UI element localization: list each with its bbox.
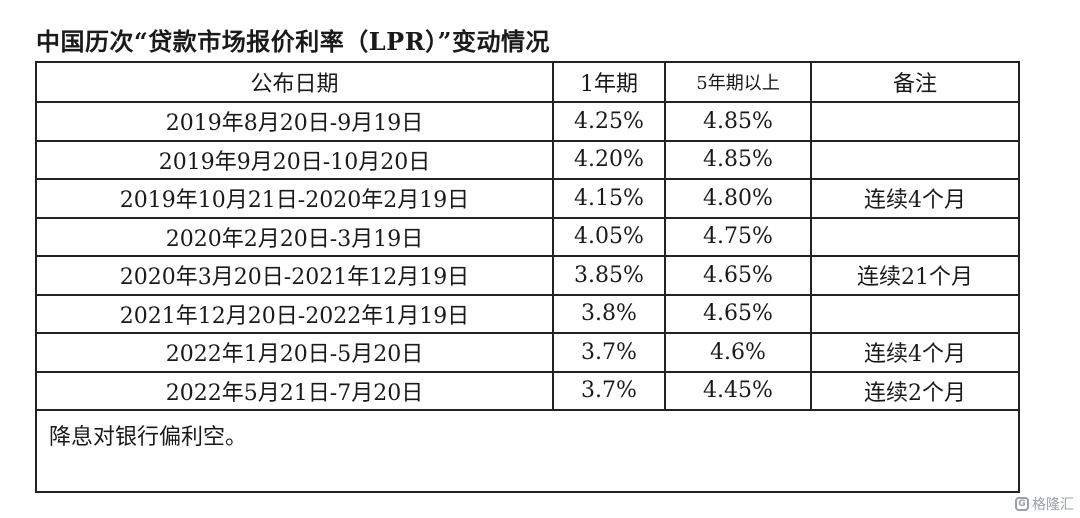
table-row: 2021年12月20日-2022年1月19日 3.8% 4.65% — [35, 293, 1020, 334]
cell-1y: 3.85% — [552, 255, 666, 296]
cell-5y: 4.85% — [664, 139, 812, 180]
cell-date: 2022年1月20日-5月20日 — [35, 332, 554, 373]
cell-note — [810, 216, 1020, 257]
cell-1y: 4.15% — [552, 178, 666, 219]
table-row: 2020年3月20日-2021年12月19日 3.85% 4.65% 连续21个… — [35, 255, 1020, 296]
cell-1y: 4.05% — [552, 216, 666, 257]
cell-5y: 4.6% — [664, 332, 812, 373]
cell-1y: 3.8% — [552, 293, 666, 334]
cell-date: 2020年2月20日-3月19日 — [35, 216, 554, 257]
gelonghui-logo-icon: G — [1015, 497, 1029, 511]
header-5y: 5年期以上 — [664, 61, 812, 103]
cell-5y: 4.65% — [664, 255, 812, 296]
table-row: 2019年9月20日-10月20日 4.20% 4.85% — [35, 139, 1020, 180]
table-row: 2022年5月21日-7月20日 3.7% 4.45% 连续2个月 — [35, 370, 1020, 411]
cell-1y: 4.25% — [552, 101, 666, 142]
cell-note: 连续4个月 — [810, 178, 1020, 219]
cell-note: 连续21个月 — [810, 255, 1020, 296]
cell-5y: 4.80% — [664, 178, 812, 219]
footnote: 降息对银行偏利空。 — [35, 409, 1020, 493]
cell-5y: 4.65% — [664, 293, 812, 334]
cell-5y: 4.75% — [664, 216, 812, 257]
cell-1y: 3.7% — [552, 332, 666, 373]
cell-note — [810, 101, 1020, 142]
cell-1y: 4.20% — [552, 139, 666, 180]
footnote-row: 降息对银行偏利空。 — [35, 409, 1020, 493]
cell-date: 2019年8月20日-9月19日 — [35, 101, 554, 142]
cell-note — [810, 293, 1020, 334]
watermark-text: 格隆汇 — [1032, 497, 1074, 513]
table-row: 2020年2月20日-3月19日 4.05% 4.75% — [35, 216, 1020, 257]
cell-date: 2021年12月20日-2022年1月19日 — [35, 293, 554, 334]
header-note: 备注 — [810, 61, 1020, 103]
cell-5y: 4.85% — [664, 101, 812, 142]
table-row: 2022年1月20日-5月20日 3.7% 4.6% 连续4个月 — [35, 332, 1020, 373]
cell-1y: 3.7% — [552, 370, 666, 411]
table-row: 2019年8月20日-9月19日 4.25% 4.85% — [35, 101, 1020, 142]
lpr-table: 公布日期 1年期 5年期以上 备注 2019年8月20日-9月19日 4.25%… — [35, 61, 1020, 493]
header-date: 公布日期 — [35, 61, 554, 103]
header-1y: 1年期 — [552, 61, 666, 103]
cell-date: 2019年9月20日-10月20日 — [35, 139, 554, 180]
cell-date: 2019年10月21日-2020年2月19日 — [35, 178, 554, 219]
cell-note — [810, 139, 1020, 180]
cell-date: 2020年3月20日-2021年12月19日 — [35, 255, 554, 296]
cell-note: 连续4个月 — [810, 332, 1020, 373]
table-row: 2019年10月21日-2020年2月19日 4.15% 4.80% 连续4个月 — [35, 178, 1020, 219]
header-row: 公布日期 1年期 5年期以上 备注 — [35, 61, 1020, 103]
cell-note: 连续2个月 — [810, 370, 1020, 411]
watermark: G 格隆汇 — [1015, 494, 1074, 514]
cell-5y: 4.45% — [664, 370, 812, 411]
cell-date: 2022年5月21日-7月20日 — [35, 370, 554, 411]
table-title: 中国历次“贷款市场报价利率（LPR）”变动情况 — [36, 27, 550, 56]
